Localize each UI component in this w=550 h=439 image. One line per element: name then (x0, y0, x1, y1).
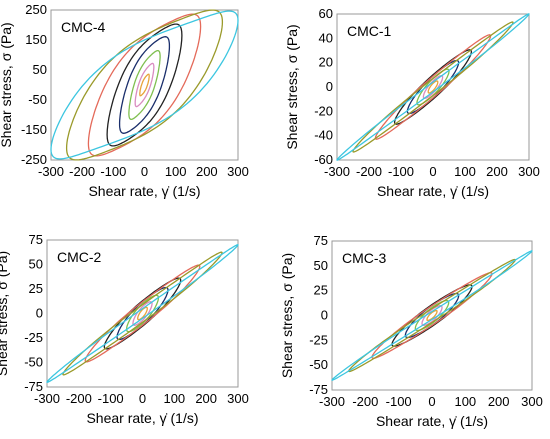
loop-series-6 (374, 34, 492, 140)
loop-series-5 (393, 49, 473, 125)
plot-frame (336, 13, 530, 161)
loop-series-1 (139, 73, 150, 97)
y-tick-label: 50 (33, 62, 47, 77)
x-axis-title: Shear rate, γ̇ (1/s) (377, 183, 489, 199)
x-tick-label: 200 (196, 164, 218, 179)
chart-panel-1: -300 -200 -100 0 100 200 300 250 150 50 -50 -150 -25… (0, 2, 249, 199)
x-tick-label: 200 (486, 164, 508, 179)
y-tick-label: -25 (309, 332, 328, 347)
y-tick-label: -50 (28, 92, 47, 107)
panel-label: CMC-4 (61, 19, 106, 35)
x-tick-label: -300 (34, 391, 60, 406)
y-axis-title: Shear stress, σ (Pa) (279, 253, 295, 378)
plot-frame (50, 9, 239, 161)
y-tick-label: 150 (25, 32, 47, 47)
x-axis-title: Shear rate, γ̇ (1/s) (86, 410, 198, 426)
x-tick-label: 0 (428, 394, 435, 409)
x-tick-label: 300 (227, 164, 249, 179)
x-tick-label: 0 (141, 164, 148, 179)
y-tick-label: -75 (24, 379, 43, 394)
y-tick-label: 0 (326, 79, 333, 94)
x-tick-label: -200 (66, 391, 92, 406)
y-tick-label: 50 (29, 257, 43, 272)
x-axis-title: Shear rate, γ̇ (1/s) (88, 183, 200, 199)
y-tick-label: -25 (24, 330, 43, 345)
loop-series-5 (103, 277, 182, 350)
x-tick-label: 300 (518, 164, 540, 179)
plot-frame (331, 240, 533, 391)
loop-series-4 (116, 286, 169, 341)
panel-label: CMC-1 (347, 23, 392, 39)
loop-series-3 (128, 49, 161, 121)
y-tick-label: -150 (21, 122, 47, 137)
chart-panel-4: -300 -200 -100 0 100 200 300 75 50 25 0 -25 -50 -75 Sh… (279, 233, 543, 429)
x-tick-label: 100 (163, 391, 185, 406)
chart-panel-2: -300 -200 -100 0 100 200 3006040200-20-40-60Sh… (284, 6, 540, 199)
x-tick-label: -200 (356, 164, 382, 179)
y-axis-title: Shear stress, σ (Pa) (0, 22, 14, 147)
panel-label: CMC-3 (342, 250, 387, 266)
y-tick-label: -50 (24, 355, 43, 370)
x-tick-label: -100 (388, 164, 414, 179)
loop-series-5 (106, 23, 183, 147)
x-tick-label: 100 (454, 164, 476, 179)
loop-series-6 (87, 13, 202, 157)
x-tick-label: 200 (488, 394, 510, 409)
loop-series-1 (426, 309, 438, 322)
panel-label: CMC-2 (57, 249, 102, 265)
y-tick-label: 250 (25, 2, 47, 17)
loop-series-8 (331, 250, 533, 381)
x-tick-label: -100 (98, 391, 124, 406)
y-axis-title: Shear stress, σ (Pa) (0, 251, 10, 376)
x-tick-label: -300 (38, 164, 64, 179)
y-axis-title: Shear stress, σ (Pa) (284, 24, 300, 149)
chart-panel-3: -300 -200 -100 0 100 200 300 75 50 25 0 -25 -50 -75 Sh… (0, 232, 249, 426)
y-tick-label: 75 (314, 233, 328, 248)
y-tick-label: 25 (29, 281, 43, 296)
x-tick-label: -300 (324, 164, 350, 179)
y-tick-label: 25 (314, 283, 328, 298)
y-tick-label: 50 (314, 258, 328, 273)
x-tick-label: 100 (454, 394, 476, 409)
x-tick-label: -200 (352, 394, 378, 409)
loop-series-4 (118, 36, 171, 134)
y-tick-label: -250 (21, 152, 47, 167)
x-tick-label: -100 (100, 164, 126, 179)
y-tick-label: -60 (314, 152, 333, 167)
y-tick-label: 0 (321, 308, 328, 323)
loop-series-8 (336, 13, 530, 161)
x-axis-title: Shear rate, γ̇ (1/s) (376, 413, 488, 429)
y-tick-label: 20 (319, 55, 333, 70)
x-tick-label: -200 (69, 164, 95, 179)
loop-series-6 (84, 264, 201, 363)
x-tick-label: 0 (429, 164, 436, 179)
loop-series-7 (352, 21, 514, 153)
y-tick-label: -50 (309, 357, 328, 372)
y-tick-label: -75 (309, 382, 328, 397)
y-tick-label: 0 (36, 306, 43, 321)
y-tick-label: -40 (314, 128, 333, 143)
y-tick-label: 40 (319, 30, 333, 45)
loop-series-8 (46, 243, 239, 384)
x-tick-label: 300 (521, 394, 543, 409)
x-tick-label: 0 (139, 391, 146, 406)
x-tick-label: 100 (165, 164, 187, 179)
y-tick-label: 60 (319, 6, 333, 21)
y-tick-label: -20 (314, 103, 333, 118)
x-tick-label: 300 (227, 391, 249, 406)
loop-series-7 (65, 9, 224, 161)
loop-series-7 (62, 251, 223, 376)
plot-frame (46, 239, 239, 388)
loop-series-2 (134, 62, 155, 108)
loop-series-1 (427, 80, 439, 94)
x-tick-label: -300 (319, 394, 345, 409)
loop-series-1 (137, 306, 148, 321)
x-tick-label: 200 (195, 391, 217, 406)
y-tick-label: 75 (29, 232, 43, 247)
x-tick-label: -100 (386, 394, 412, 409)
loop-series-8 (50, 10, 239, 160)
